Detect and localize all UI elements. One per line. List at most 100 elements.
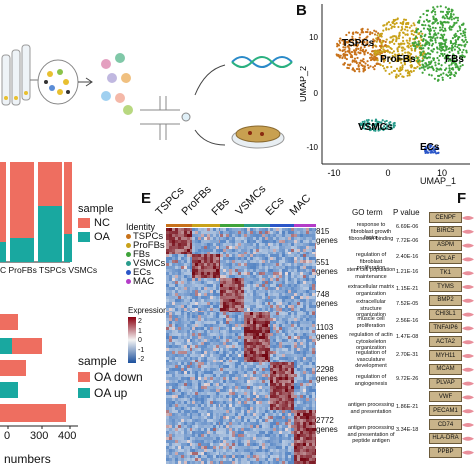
heatmap-cell [273,407,276,410]
heatmap-cell [207,296,210,299]
heatmap-cell [192,362,195,365]
heatmap-cell [181,269,184,272]
umap-point [368,129,372,132]
heatmap-cell [306,315,309,318]
heatmap-cell [220,348,223,351]
heatmap-cell [166,228,169,231]
heatmap-cell [265,312,268,315]
heatmap-cell [235,237,238,240]
heatmap-cell [268,389,271,392]
heatmap-cell [166,416,169,419]
heatmap-cell [253,330,256,333]
heatmap-cell [238,231,241,234]
heatmap-cell [279,290,282,293]
heatmap-cell [312,336,315,339]
heatmap-cell [226,296,229,299]
heatmap-cell [256,252,259,255]
heatmap-cell [270,401,273,404]
heatmap-cell [250,290,253,293]
heatmap-cell [190,315,193,318]
heatmap-cell [268,263,271,266]
heatmap-cell [220,371,223,374]
heatmap-cell [166,404,169,407]
heatmap-cell [253,410,256,413]
heatmap-cell [204,354,207,357]
heatmap-cell [216,305,219,308]
heatmap-cell [210,386,213,389]
heatmap-cell [315,434,316,437]
heatmap-cell [279,398,282,401]
heatmap-cell [253,249,256,252]
heatmap-cell [294,252,297,255]
heatmap-cell [220,228,223,231]
heatmap-cell [172,368,175,371]
heatmap-cell [175,345,178,348]
heatmap-cell [223,354,226,357]
umap-point [360,64,363,67]
umap-point [465,41,469,44]
heatmap-cell [172,437,175,440]
heatmap-cell [178,308,181,311]
heatmap-cell [262,269,265,272]
heatmap-cell [229,327,232,330]
heatmap-cell [256,246,259,249]
umap-point [346,50,349,53]
heatmap-cell [250,410,253,413]
heatmap-cell [166,278,169,281]
heatmap-cell [241,434,244,437]
heatmap-cell [187,315,190,318]
heatmap-cell [216,398,219,401]
heatmap-cell [268,345,271,348]
heatmap-cell [226,413,229,416]
heatmap-cell [259,275,262,278]
heatmap-cell [181,410,184,413]
heatmap-cell [315,254,316,257]
heatmap-cell [300,357,303,360]
heatmap-cell [270,254,273,257]
heatmap-cell [268,395,271,398]
heatmap-cell [312,269,315,272]
heatmap-cell [276,392,279,395]
heatmap-cell [190,336,193,339]
heatmap-cell [247,398,250,401]
heatmap-cell [198,290,201,293]
heatmap-cell [253,354,256,357]
heatmap-cell [250,237,253,240]
heatmap-cell [238,260,241,263]
heatmap-cell [178,377,181,380]
heatmap-cell [178,228,181,231]
heatmap-cell [204,321,207,324]
heatmap-cell [223,386,226,389]
heatmap-cell [181,428,184,431]
heatmap-cell [229,257,232,260]
heatmap-cell [297,252,300,255]
umap-point [401,36,405,39]
heatmap-cell [285,425,288,428]
heatmap-cell [285,354,288,357]
heatmap-cell [285,228,288,231]
umap-point [403,28,407,31]
heatmap-cell [216,383,219,386]
heatmap-cell [190,407,193,410]
heatmap-cell [223,362,226,365]
heatmap-cell [259,342,262,345]
heatmap-cell [166,293,169,296]
heatmap-cell [244,365,247,368]
heatmap-cell [270,425,273,428]
heatmap-cell [184,374,187,377]
heatmap-cell [192,257,195,260]
heatmap-cell [166,419,169,422]
umap-point [372,123,375,127]
heatmap-cell [282,269,285,272]
heatmap-cell [226,249,229,252]
heatmap-cell [315,348,316,351]
heatmap-cell [169,428,172,431]
umap-point [425,53,428,56]
heatmap-cell [204,252,207,255]
heatmap-cell [238,287,241,290]
heatmap-cell [291,351,294,354]
heatmap-cell [297,348,300,351]
heatmap-cell [253,260,256,263]
umap-point [359,123,362,127]
heatmap-cell [223,434,226,437]
